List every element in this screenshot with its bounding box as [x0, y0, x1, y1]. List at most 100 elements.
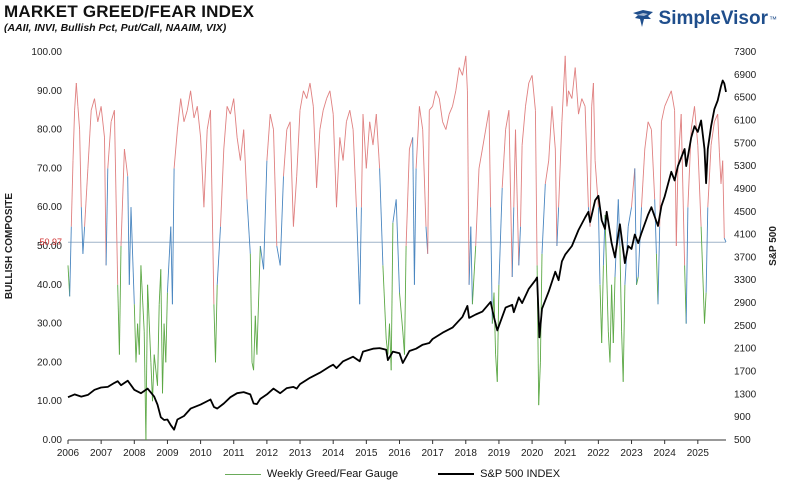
- gauge-segment: [286, 121, 291, 130]
- gauge-segment: [183, 110, 188, 122]
- gauge-segment: [138, 265, 142, 355]
- gauge-segment: [412, 137, 415, 285]
- gauge-segment: [404, 245, 407, 355]
- gauge-segment: [369, 121, 374, 146]
- gauge-segment: [339, 137, 344, 161]
- gauge-segment: [75, 82, 79, 107]
- gauge-segment: [471, 245, 477, 305]
- gauge-segment: [680, 114, 686, 266]
- gauge-segment: [513, 129, 516, 208]
- legend-swatch-gauge: [224, 473, 261, 475]
- gauge-segment: [690, 106, 695, 130]
- gauge-segment: [306, 82, 311, 99]
- gauge-segment: [515, 129, 520, 266]
- x-tick-label: 2022: [587, 448, 610, 459]
- brand-logo: SimpleVisor ™: [631, 6, 777, 32]
- legend-item-gauge: Weekly Greed/Fear Gauge: [224, 468, 399, 480]
- gauge-segment: [186, 90, 192, 111]
- gauge-segment: [481, 129, 487, 150]
- gauge-segment: [722, 160, 725, 239]
- chart-legend: Weekly Greed/Fear Gauge S&P 500 INDEX: [0, 468, 785, 480]
- gauge-segment: [94, 98, 99, 122]
- gauge-segment: [165, 292, 168, 363]
- gauge-segment: [299, 90, 304, 111]
- x-tick-label: 2017: [422, 448, 445, 459]
- chart-title: MARKET GREED/FEAR INDEX: [4, 2, 255, 21]
- gauge-segment: [162, 323, 165, 394]
- gauge-segment: [611, 284, 614, 344]
- gauge-segment: [246, 199, 251, 254]
- gauge-segment: [70, 160, 74, 227]
- gauge-segment: [390, 222, 394, 371]
- gauge-segment: [704, 292, 707, 324]
- gauge-segment: [236, 137, 241, 161]
- gauge-segment: [413, 168, 417, 285]
- gauge-segment: [644, 121, 649, 150]
- gauge-segment: [135, 323, 139, 363]
- gauge-segment: [312, 106, 318, 188]
- gauge-segment: [243, 129, 248, 200]
- gauge-segment: [259, 245, 265, 270]
- gauge-segment: [292, 176, 298, 227]
- gauge-segment: [551, 106, 556, 150]
- gauge-segment: [617, 199, 621, 247]
- gauge-segment: [336, 137, 341, 208]
- gauge-segment: [173, 129, 178, 169]
- legend-label-gauge: Weekly Greed/Fear Gauge: [266, 468, 399, 480]
- gauge-segment: [326, 90, 331, 99]
- gauge-segment: [289, 121, 294, 227]
- gauge-segment: [485, 110, 490, 130]
- eagle-icon: [632, 10, 653, 27]
- gauge-segment: [128, 207, 132, 285]
- gauge-segment: [655, 253, 659, 305]
- gauge-segment: [249, 253, 253, 363]
- left-axis-title: BULLISH COMPOSITE: [4, 193, 15, 299]
- gauge-segment: [584, 106, 589, 208]
- x-tick-label: 2021: [554, 448, 577, 459]
- right-tick-label: 500: [734, 435, 751, 446]
- gauge-segment: [654, 199, 657, 254]
- gauge-segment: [253, 315, 256, 371]
- sp500-series: [67, 79, 727, 431]
- gauge-segment: [110, 110, 115, 122]
- x-tick-label: 2023: [620, 448, 643, 459]
- gauge-segment: [345, 110, 351, 122]
- right-tick-label: 6100: [734, 115, 757, 126]
- gauge-segment: [571, 67, 576, 99]
- gauge-segment: [438, 98, 444, 122]
- gauge-segment: [705, 207, 709, 293]
- gauge-segment: [196, 106, 202, 138]
- right-tick-label: 1300: [734, 389, 757, 400]
- right-tick-label: 3700: [734, 252, 757, 263]
- gauge-segment: [677, 114, 682, 169]
- left-tick-label: 10.00: [37, 396, 62, 407]
- gauge-segment: [254, 315, 258, 355]
- gauge-segment: [601, 265, 604, 344]
- gauge-segment: [541, 183, 546, 254]
- gauge-segment: [200, 137, 205, 208]
- gauge-segment: [544, 160, 550, 184]
- gauge-segment: [276, 245, 281, 266]
- gauge-segment: [80, 207, 84, 254]
- gauge-segment: [332, 114, 337, 208]
- gauge-segment: [233, 98, 238, 138]
- gauge-segment: [418, 106, 424, 130]
- right-tick-label: 6900: [734, 70, 757, 81]
- x-tick-label: 2009: [156, 448, 179, 459]
- gauge-segment: [442, 121, 447, 130]
- gauge-segment: [713, 113, 719, 122]
- right-tick-label: 4100: [734, 230, 757, 241]
- gauge-segment: [140, 265, 145, 332]
- gauge-segment: [561, 55, 566, 122]
- gauge-segment: [399, 292, 404, 332]
- gauge-segment: [342, 121, 347, 161]
- gauge-segment: [120, 148, 125, 247]
- gauge-segment: [352, 129, 357, 208]
- gauge-segment: [511, 207, 515, 278]
- gauge-segment: [675, 168, 679, 247]
- gauge-segment: [256, 245, 261, 355]
- gauge-segment: [372, 114, 377, 146]
- gauge-segment: [79, 129, 82, 208]
- reference-value-label: 50.97: [39, 237, 62, 247]
- gauge-segment: [452, 90, 457, 107]
